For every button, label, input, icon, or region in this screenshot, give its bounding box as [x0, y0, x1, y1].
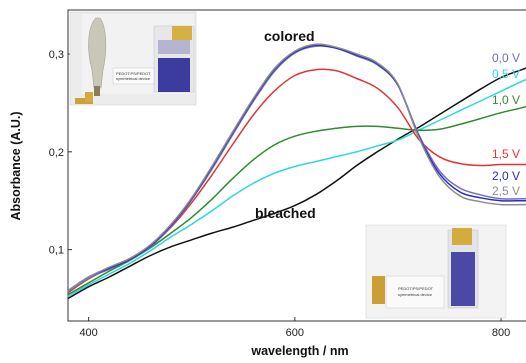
inset2-label-line2: symmetrical device	[398, 292, 433, 297]
inset-photo-bottom-right: PEDOT/PS/PEDOT symmetrical device	[365, 224, 507, 319]
series-layer	[67, 43, 526, 300]
legend-label-1-5v: 1,5 V	[492, 147, 520, 161]
x-tick-label: 400	[79, 327, 97, 339]
series-line-2-5v	[67, 43, 526, 292]
y-tick-label: 0,2	[49, 147, 64, 159]
x-axis-title: wavelength / nm	[250, 344, 348, 358]
legend-label-0-0v: 0,0 V	[492, 51, 520, 65]
inset1-label-line2: symmetrical device	[116, 76, 151, 81]
annotation-bleached: bleached	[255, 205, 316, 221]
annotation-colored: colored	[264, 28, 315, 44]
plot-frame	[67, 9, 526, 322]
x-tick-label: 600	[286, 327, 304, 339]
legend-label-2-5v: 2,5 V	[492, 184, 520, 198]
series-line-black	[67, 67, 526, 300]
legend: 0,0 V 0,5 V 1,0 V 1,5 V 2,0 V2,5 V	[492, 51, 520, 198]
legend-label-0-5v: 0,5 V	[492, 67, 520, 81]
series-line-2-0v	[67, 44, 526, 292]
inset2-label-line1: PEDOT/PS/PEDOT	[398, 286, 434, 291]
y-tick-label: 0,3	[49, 49, 64, 61]
inset-photo-top-left: PEDOT:PS/PEDOT symmetrical device	[69, 11, 197, 106]
legend-label-2-0v: 2,0 V	[492, 169, 520, 183]
tick-layer: 400 600 800 0,1 0,2 0,3	[49, 49, 511, 339]
y-axis-title: Absorbance (A.U.)	[9, 111, 23, 220]
series-line-0-5v	[67, 78, 526, 298]
inset1-label-line1: PEDOT:PS/PEDOT	[116, 71, 151, 76]
legend-label-1-0v: 1,0 V	[492, 93, 520, 107]
x-tick-label: 800	[492, 327, 510, 339]
y-tick-label: 0,1	[49, 245, 64, 257]
